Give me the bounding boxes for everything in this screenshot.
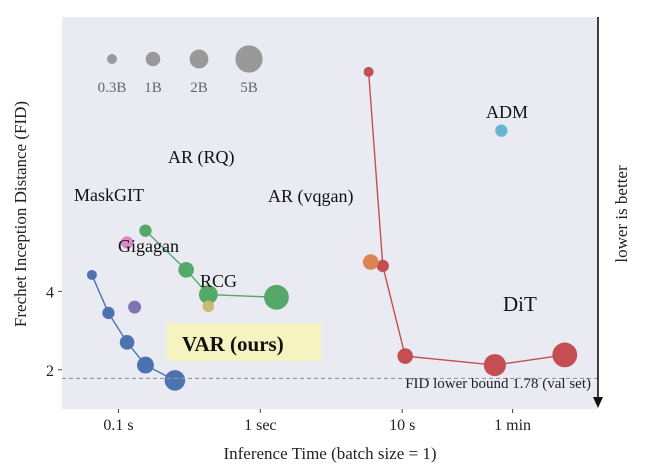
legend-dot-1b: [145, 51, 161, 67]
point-maskgit-0: [120, 236, 134, 249]
x-tick-1-min: 1 min: [494, 417, 531, 434]
y-tick-4: 4: [46, 284, 54, 301]
x-tick-0-1-s: 0.1 s: [103, 417, 133, 434]
y-axis-label: Frechet Inception Distance (FID): [11, 101, 30, 327]
point-dit-0: [363, 66, 374, 77]
legend-label-5b: 5B: [240, 80, 258, 96]
point-labels: AR (RQ) DiT MaskGIT Gigagan RCG AR (vqgan) ADM: [74, 102, 537, 316]
point-ar-vqgan-0: [362, 254, 379, 270]
label-gigagan: Gigagan: [118, 236, 179, 256]
fid-lower-bound-label: FID lower bound 1.78 (val set): [405, 376, 591, 392]
point-adm-0: [495, 124, 508, 137]
point-var-ours-0: [86, 269, 97, 280]
size-legend: 0.3B 1B 2B 5B: [98, 45, 263, 96]
point-rcg-0: [202, 300, 215, 313]
legend-dot-0-3b: [107, 54, 117, 64]
point-var-ours-2: [119, 335, 135, 350]
x-tick-10-s: 10 s: [389, 417, 415, 434]
label-adm: ADM: [486, 102, 528, 122]
point-dit-2: [397, 348, 413, 364]
series-layer: [86, 66, 578, 391]
lower-is-better-label: lower is better: [612, 165, 631, 263]
point-ar-rq-2: [198, 285, 218, 304]
x-axis-label: Inference Time (batch size = 1): [223, 444, 436, 463]
point-var-ours-1: [102, 306, 115, 320]
point-dit-4: [552, 342, 578, 368]
label-ar-vqgan: AR (vqgan): [268, 186, 353, 207]
legend-label-0-3b: 0.3B: [98, 80, 127, 96]
legend-dot-5b: [235, 45, 263, 73]
point-ar-rq-1: [178, 262, 194, 278]
point-gigagan-0: [128, 300, 142, 314]
x-tick-1-sec: 1 sec: [244, 417, 276, 434]
label-dit: DiT: [503, 292, 537, 316]
point-ar-rq-0: [139, 224, 152, 237]
label-rcg: RCG: [200, 271, 237, 291]
legend-label-1b: 1B: [144, 80, 162, 96]
label-ar-rq: AR (RQ): [168, 147, 235, 168]
legend-label-2b: 2B: [190, 80, 208, 96]
series-line-ar-rq: [144, 230, 277, 298]
var-label-highlight: [167, 323, 321, 361]
y-tick-2: 2: [46, 363, 54, 380]
lower-is-better-arrowhead: [593, 397, 603, 408]
point-dit-1: [376, 259, 389, 273]
label-maskgit: MaskGIT: [74, 185, 144, 205]
var-series-label: VAR (ours): [182, 332, 284, 356]
axis-ticks: 0.1 s 1 sec 10 s 1 min 2 4: [46, 284, 531, 434]
point-dit-3: [483, 354, 506, 377]
plot-area-background: [62, 17, 598, 409]
point-var-ours-4: [164, 370, 186, 391]
legend-dot-2b: [189, 49, 209, 69]
point-ar-rq-3: [264, 284, 289, 310]
point-var-ours-3: [137, 356, 154, 374]
